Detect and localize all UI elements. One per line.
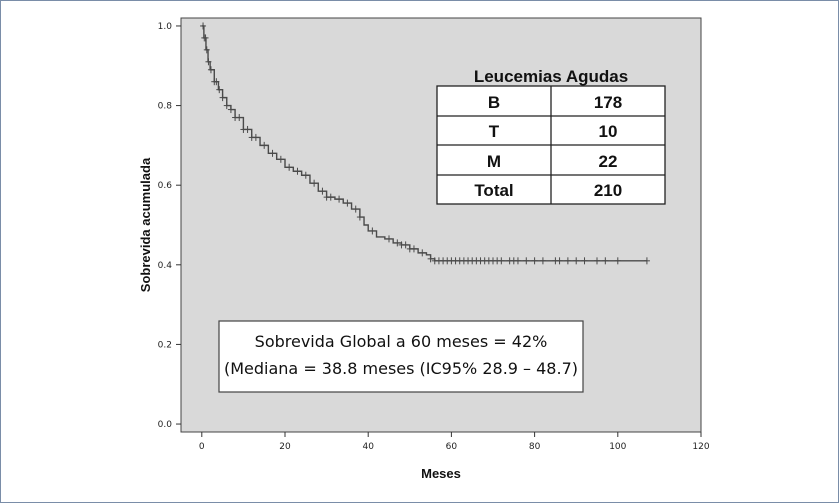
censor-mark xyxy=(352,205,359,213)
x-tick-label: 80 xyxy=(529,442,541,452)
censor-mark xyxy=(556,257,563,265)
censor-mark xyxy=(277,155,284,163)
table-row-value: 10 xyxy=(599,122,618,141)
censor-mark xyxy=(227,106,234,114)
censor-mark xyxy=(539,257,546,265)
censor-mark xyxy=(236,114,243,122)
x-tick-label: 0 xyxy=(199,442,205,452)
y-tick-label: 0.0 xyxy=(158,420,173,430)
censor-mark xyxy=(205,58,212,66)
counts-table: Leucemias Agudas B 178 T 10 M 22 Total 2… xyxy=(436,67,666,205)
censor-mark xyxy=(523,257,530,265)
censor-mark xyxy=(223,102,230,110)
censor-mark xyxy=(336,195,343,203)
censor-mark xyxy=(327,193,334,201)
censor-mark xyxy=(252,133,259,141)
censor-mark xyxy=(302,171,309,179)
censor-mark xyxy=(203,46,210,54)
axis-ticks: 0 20 40 60 80 100 120 0.0 0.2 0.4 0.6 0.8 1.0 xyxy=(158,22,710,452)
censor-mark xyxy=(286,163,293,171)
x-axis-title: Meses xyxy=(421,466,461,481)
censor-mark xyxy=(531,257,538,265)
survival-curve-layer xyxy=(200,22,650,265)
table-row-value: 22 xyxy=(599,152,618,171)
censor-mark xyxy=(219,94,226,102)
median-annotation: Sobrevida Global a 60 meses = 42% (Media… xyxy=(218,320,584,393)
annotation-box xyxy=(218,320,584,393)
censor-mark xyxy=(614,257,621,265)
censor-mark xyxy=(269,149,276,157)
censor-mark xyxy=(319,187,326,195)
x-tick-label: 40 xyxy=(362,442,374,452)
censor-mark xyxy=(419,249,426,257)
table-row-value: 210 xyxy=(594,181,622,200)
censor-mark xyxy=(643,257,650,265)
table-row-label: M xyxy=(487,152,501,171)
table-title: Leucemias Agudas xyxy=(474,67,628,86)
y-tick-label: 1.0 xyxy=(158,22,173,32)
x-tick-label: 120 xyxy=(692,442,709,452)
censor-mark xyxy=(344,199,351,207)
censor-mark xyxy=(213,78,220,86)
censor-mark xyxy=(244,125,251,133)
censor-mark xyxy=(294,167,301,175)
y-axis-title: Sobrevida acumulada xyxy=(138,157,153,292)
y-tick-label: 0.2 xyxy=(158,340,172,350)
censor-mark xyxy=(402,241,409,249)
censor-mark xyxy=(594,257,600,265)
censor-mark xyxy=(514,257,521,265)
censor-mark xyxy=(573,257,580,265)
censor-mark xyxy=(311,179,318,187)
censor-mark xyxy=(602,257,609,265)
censor-mark xyxy=(394,239,401,247)
y-tick-label: 0.4 xyxy=(158,261,173,271)
censor-mark xyxy=(356,213,363,221)
survival-curve-line xyxy=(201,25,647,262)
censor-mark xyxy=(202,34,209,42)
table-row-label: T xyxy=(489,122,500,141)
censor-mark xyxy=(200,22,207,30)
censor-mark xyxy=(427,255,434,263)
censor-mark xyxy=(207,66,214,74)
y-tick-label: 0.8 xyxy=(158,102,173,112)
censor-mark xyxy=(261,141,268,149)
y-tick-label: 0.6 xyxy=(158,181,173,191)
censor-mark xyxy=(369,227,376,235)
censor-mark xyxy=(581,257,588,265)
table-row-label: Total xyxy=(474,181,513,200)
annotation-line-1: Sobrevida Global a 60 meses = 42% xyxy=(255,332,548,351)
table-row-label: B xyxy=(488,93,500,112)
censor-mark xyxy=(564,257,571,265)
x-tick-label: 20 xyxy=(279,442,291,452)
censor-mark xyxy=(386,235,392,243)
table-row-value: 178 xyxy=(594,93,622,112)
x-tick-label: 60 xyxy=(446,442,458,452)
censor-mark xyxy=(410,245,417,253)
censor-mark xyxy=(216,86,223,94)
censor-mark xyxy=(498,257,505,265)
x-tick-label: 100 xyxy=(609,442,626,452)
annotation-line-2: (Mediana = 38.8 meses (IC95% 28.9 – 48.7… xyxy=(224,359,578,378)
